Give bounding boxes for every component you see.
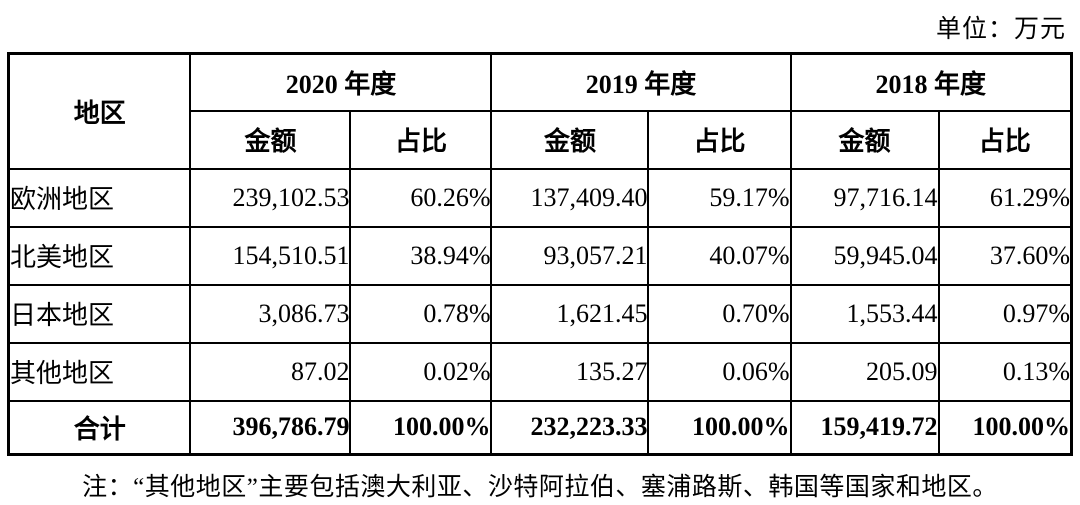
ratio-cell: 61.29% bbox=[937, 167, 1073, 228]
region-cell: 北美地区 bbox=[7, 225, 192, 286]
header-row-years: 地区 2020 年度 2019 年度 2018 年度 bbox=[7, 52, 1073, 170]
region-cell: 欧洲地区 bbox=[7, 167, 192, 228]
year-header-2018: 2018 年度 bbox=[789, 52, 1073, 112]
table-row-other: 其他地区 87.02 0.02% 135.27 0.06% 205.09 0.1… bbox=[7, 341, 1073, 402]
ratio-header-2018: 占比 bbox=[937, 109, 1073, 170]
ratio-cell: 59.17% bbox=[647, 167, 792, 228]
table-row-europe: 欧洲地区 239,102.53 60.26% 137,409.40 59.17%… bbox=[7, 167, 1073, 228]
ratio-cell: 38.94% bbox=[349, 225, 493, 286]
amount-cell: 1,621.45 bbox=[490, 283, 650, 344]
region-cell: 其他地区 bbox=[7, 341, 192, 402]
amount-cell: 154,510.51 bbox=[189, 225, 352, 286]
total-ratio-cell: 100.00% bbox=[349, 399, 493, 456]
ratio-cell: 37.60% bbox=[937, 225, 1073, 286]
ratio-cell: 0.70% bbox=[647, 283, 792, 344]
ratio-cell: 0.78% bbox=[349, 283, 493, 344]
ratio-cell: 0.02% bbox=[349, 341, 493, 402]
total-amount-cell: 232,223.33 bbox=[490, 399, 650, 456]
amount-cell: 205.09 bbox=[789, 341, 940, 402]
year-header-2019: 2019 年度 bbox=[490, 52, 792, 112]
total-ratio-cell: 100.00% bbox=[937, 399, 1073, 456]
amount-cell: 59,945.04 bbox=[789, 225, 940, 286]
amount-cell: 137,409.40 bbox=[490, 167, 650, 228]
amount-header-2018: 金额 bbox=[789, 109, 940, 170]
ratio-cell: 0.06% bbox=[647, 341, 792, 402]
unit-label: 单位：万元 bbox=[935, 16, 1066, 43]
ratio-header-2020: 占比 bbox=[349, 109, 493, 170]
ratio-cell: 40.07% bbox=[647, 225, 792, 286]
amount-cell: 1,553.44 bbox=[789, 283, 940, 344]
amount-header-2019: 金额 bbox=[490, 109, 650, 170]
total-label-cell: 合计 bbox=[7, 399, 192, 456]
region-column-header: 地区 bbox=[7, 52, 192, 170]
footnote: 注：“其他地区”主要包括澳大利亚、沙特阿拉伯、塞浦路斯、韩国等国家和地区。 bbox=[82, 474, 998, 501]
amount-header-2020: 金额 bbox=[189, 109, 352, 170]
ratio-cell: 60.26% bbox=[349, 167, 493, 228]
total-ratio-cell: 100.00% bbox=[647, 399, 792, 456]
region-cell: 日本地区 bbox=[7, 283, 192, 344]
ratio-header-2019: 占比 bbox=[647, 109, 792, 170]
table-row-japan: 日本地区 3,086.73 0.78% 1,621.45 0.70% 1,553… bbox=[7, 283, 1073, 344]
ratio-cell: 0.13% bbox=[937, 341, 1073, 402]
amount-cell: 87.02 bbox=[189, 341, 352, 402]
amount-cell: 135.27 bbox=[490, 341, 650, 402]
year-header-2020: 2020 年度 bbox=[189, 52, 493, 112]
amount-cell: 239,102.53 bbox=[189, 167, 352, 228]
regional-revenue-table: 地区 2020 年度 2019 年度 2018 年度 金额 占比 金额 占比 金… bbox=[6, 52, 1074, 456]
total-amount-cell: 159,419.72 bbox=[789, 399, 940, 456]
amount-cell: 97,716.14 bbox=[789, 167, 940, 228]
amount-cell: 3,086.73 bbox=[189, 283, 352, 344]
header-row-sub: 金额 占比 金额 占比 金额 占比 bbox=[8, 109, 1073, 170]
ratio-cell: 0.97% bbox=[937, 283, 1073, 344]
amount-cell: 93,057.21 bbox=[490, 225, 650, 286]
table-row-total: 合计 396,786.79 100.00% 232,223.33 100.00%… bbox=[7, 399, 1073, 456]
table-row-north-america: 北美地区 154,510.51 38.94% 93,057.21 40.07% … bbox=[7, 225, 1073, 286]
total-amount-cell: 396,786.79 bbox=[189, 399, 352, 456]
